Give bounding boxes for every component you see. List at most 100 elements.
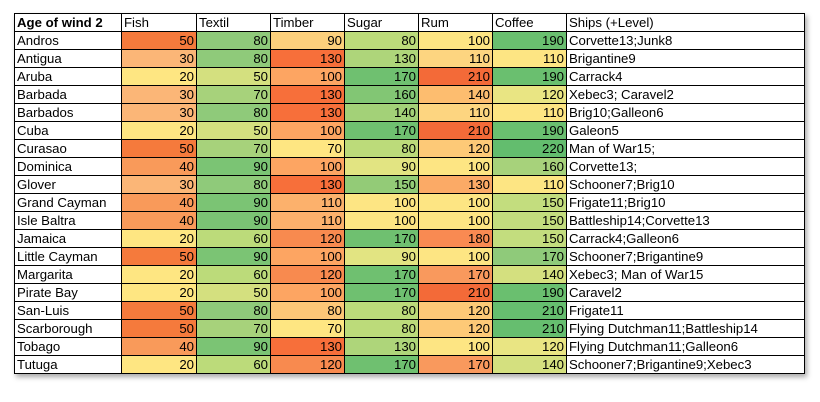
location-name-cell[interactable]: Little Cayman (14, 247, 122, 266)
value-cell[interactable]: 110 (492, 175, 567, 194)
value-cell[interactable]: 80 (344, 319, 419, 338)
value-cell[interactable]: 190 (492, 67, 567, 86)
value-cell[interactable]: 150 (344, 175, 419, 194)
value-cell[interactable]: 90 (196, 247, 271, 266)
value-cell[interactable]: 40 (121, 337, 197, 356)
ships-cell[interactable]: Schooner7;Brig10 (566, 175, 805, 194)
value-cell[interactable]: 80 (196, 103, 271, 122)
value-cell[interactable]: 210 (418, 283, 493, 302)
value-cell[interactable]: 70 (196, 319, 271, 338)
location-name-cell[interactable]: Isle Baltra (14, 211, 122, 230)
value-cell[interactable]: 100 (270, 157, 345, 176)
value-cell[interactable]: 210 (418, 67, 493, 86)
value-cell[interactable]: 80 (196, 301, 271, 320)
value-cell[interactable]: 60 (196, 355, 271, 374)
value-cell[interactable]: 100 (270, 121, 345, 140)
location-name-cell[interactable]: Tobago (14, 337, 122, 356)
value-cell[interactable]: 50 (196, 121, 271, 140)
value-cell[interactable]: 100 (418, 211, 493, 230)
ships-cell[interactable]: Schooner7;Brigantine9 (566, 247, 805, 266)
value-cell[interactable]: 170 (344, 67, 419, 86)
value-cell[interactable]: 100 (418, 193, 493, 212)
ships-cell[interactable]: Frigate11;Brig10 (566, 193, 805, 212)
value-cell[interactable]: 30 (121, 85, 197, 104)
header-cell-sugar[interactable]: Sugar (344, 13, 419, 32)
value-cell[interactable]: 100 (270, 247, 345, 266)
value-cell[interactable]: 30 (121, 49, 197, 68)
value-cell[interactable]: 120 (492, 337, 567, 356)
value-cell[interactable]: 100 (344, 211, 419, 230)
value-cell[interactable]: 150 (492, 229, 567, 248)
value-cell[interactable]: 120 (418, 139, 493, 158)
value-cell[interactable]: 80 (344, 139, 419, 158)
value-cell[interactable]: 210 (492, 319, 567, 338)
header-cell-fish[interactable]: Fish (121, 13, 197, 32)
value-cell[interactable]: 110 (492, 103, 567, 122)
value-cell[interactable]: 120 (492, 85, 567, 104)
ships-cell[interactable]: Corvette13;Junk8 (566, 31, 805, 50)
value-cell[interactable]: 50 (196, 67, 271, 86)
value-cell[interactable]: 140 (344, 103, 419, 122)
header-cell-timber[interactable]: Timber (270, 13, 345, 32)
value-cell[interactable]: 100 (418, 31, 493, 50)
ships-cell[interactable]: Corvette13; (566, 157, 805, 176)
value-cell[interactable]: 170 (344, 265, 419, 284)
value-cell[interactable]: 50 (121, 319, 197, 338)
value-cell[interactable]: 210 (418, 121, 493, 140)
value-cell[interactable]: 60 (196, 265, 271, 284)
value-cell[interactable]: 20 (121, 229, 197, 248)
value-cell[interactable]: 120 (418, 319, 493, 338)
ships-cell[interactable]: Battleship14;Corvette13 (566, 211, 805, 230)
value-cell[interactable]: 50 (121, 247, 197, 266)
value-cell[interactable]: 80 (344, 31, 419, 50)
value-cell[interactable]: 140 (418, 85, 493, 104)
value-cell[interactable]: 90 (270, 31, 345, 50)
ships-cell[interactable]: Xebec3; Man of War15 (566, 265, 805, 284)
value-cell[interactable]: 80 (270, 301, 345, 320)
value-cell[interactable]: 90 (196, 157, 271, 176)
value-cell[interactable]: 40 (121, 157, 197, 176)
value-cell[interactable]: 90 (196, 211, 271, 230)
value-cell[interactable]: 30 (121, 175, 197, 194)
header-cell-rum[interactable]: Rum (418, 13, 493, 32)
value-cell[interactable]: 170 (344, 229, 419, 248)
value-cell[interactable]: 190 (492, 283, 567, 302)
value-cell[interactable]: 170 (418, 265, 493, 284)
value-cell[interactable]: 80 (196, 49, 271, 68)
value-cell[interactable]: 90 (196, 337, 271, 356)
value-cell[interactable]: 100 (418, 247, 493, 266)
location-name-cell[interactable]: Tutuga (14, 355, 122, 374)
value-cell[interactable]: 100 (270, 67, 345, 86)
value-cell[interactable]: 40 (121, 193, 197, 212)
header-cell-title[interactable]: Age of wind 2 (14, 13, 122, 32)
value-cell[interactable]: 120 (270, 229, 345, 248)
ships-cell[interactable]: Xebec3; Caravel2 (566, 85, 805, 104)
ships-cell[interactable]: Schooner7;Brigantine9;Xebec3 (566, 355, 805, 374)
location-name-cell[interactable]: Andros (14, 31, 122, 50)
value-cell[interactable]: 70 (270, 139, 345, 158)
value-cell[interactable]: 130 (344, 337, 419, 356)
location-name-cell[interactable]: Grand Cayman (14, 193, 122, 212)
value-cell[interactable]: 120 (418, 301, 493, 320)
value-cell[interactable]: 20 (121, 121, 197, 140)
ships-cell[interactable]: Galeon5 (566, 121, 805, 140)
value-cell[interactable]: 170 (418, 355, 493, 374)
ships-cell[interactable]: Flying Dutchman11;Galleon6 (566, 337, 805, 356)
value-cell[interactable]: 110 (418, 49, 493, 68)
value-cell[interactable]: 90 (344, 247, 419, 266)
value-cell[interactable]: 130 (270, 337, 345, 356)
ships-cell[interactable]: Brigantine9 (566, 49, 805, 68)
value-cell[interactable]: 40 (121, 211, 197, 230)
location-name-cell[interactable]: Margarita (14, 265, 122, 284)
location-name-cell[interactable]: Antigua (14, 49, 122, 68)
ships-cell[interactable]: Flying Dutchman11;Battleship14 (566, 319, 805, 338)
value-cell[interactable]: 160 (344, 85, 419, 104)
value-cell[interactable]: 100 (418, 157, 493, 176)
value-cell[interactable]: 90 (344, 157, 419, 176)
value-cell[interactable]: 90 (196, 193, 271, 212)
value-cell[interactable]: 30 (121, 103, 197, 122)
value-cell[interactable]: 80 (344, 301, 419, 320)
header-cell-ships[interactable]: Ships (+Level) (566, 13, 805, 32)
value-cell[interactable]: 220 (492, 139, 567, 158)
value-cell[interactable]: 50 (121, 139, 197, 158)
